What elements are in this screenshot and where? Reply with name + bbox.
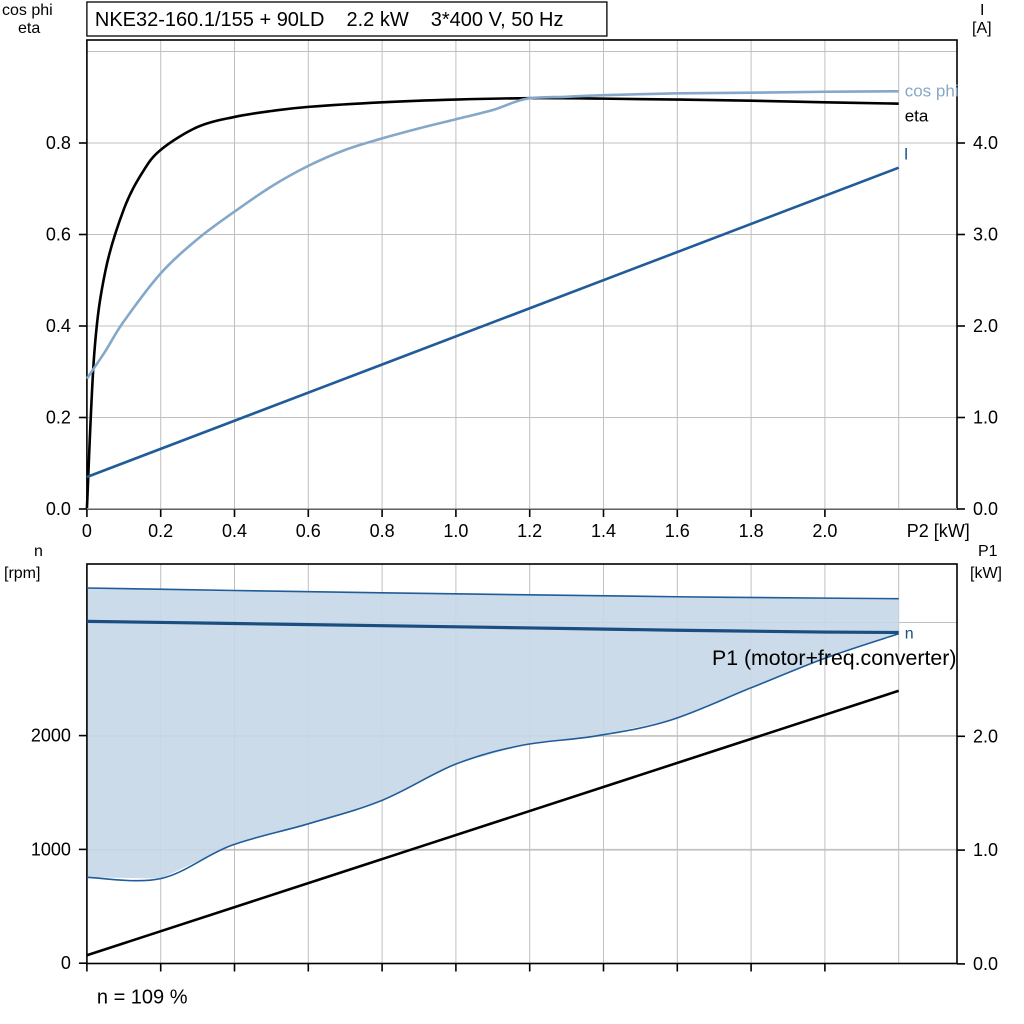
svg-text:n: n [34,543,43,560]
svg-text:0.6: 0.6 [46,225,71,245]
svg-text:0.8: 0.8 [46,133,71,153]
svg-text:[kW]: [kW] [970,565,1002,582]
svg-text:0.4: 0.4 [222,521,247,541]
svg-text:n: n [905,626,914,643]
svg-text:1.0: 1.0 [973,408,998,428]
svg-text:0.4: 0.4 [46,316,71,336]
svg-text:1000: 1000 [31,839,71,859]
svg-text:P2 [kW]: P2 [kW] [907,521,970,541]
svg-text:4.0: 4.0 [973,133,998,153]
svg-text:n = 109 %: n = 109 % [97,987,188,1009]
svg-text:[A]: [A] [972,20,992,37]
svg-text:1.0: 1.0 [443,521,468,541]
svg-text:[rpm]: [rpm] [4,565,40,582]
svg-text:1.6: 1.6 [665,521,690,541]
svg-text:0.2: 0.2 [46,408,71,428]
svg-text:0.6: 0.6 [296,521,321,541]
svg-text:2.0: 2.0 [812,521,837,541]
svg-text:I: I [904,145,909,164]
svg-text:eta: eta [905,107,929,126]
svg-text:3.0: 3.0 [973,225,998,245]
svg-text:0.0: 0.0 [973,499,998,519]
svg-text:0.0: 0.0 [46,499,71,519]
svg-text:0.2: 0.2 [148,521,173,541]
svg-text:cos phi: cos phi [2,2,53,19]
svg-text:P1: P1 [978,543,998,560]
svg-text:I: I [980,2,984,19]
svg-text:2.0: 2.0 [973,726,998,746]
svg-text:1.4: 1.4 [591,521,616,541]
svg-text:P1 (motor+freq.converter): P1 (motor+freq.converter) [712,646,956,670]
svg-text:0.0: 0.0 [973,954,998,974]
svg-text:1.0: 1.0 [973,840,998,860]
svg-text:2.0: 2.0 [973,316,998,336]
svg-text:2000: 2000 [31,726,71,746]
svg-text:cos phi: cos phi [905,81,959,100]
svg-text:1.2: 1.2 [517,521,542,541]
svg-text:0: 0 [82,521,92,541]
svg-text:0: 0 [61,953,71,973]
svg-text:0.8: 0.8 [370,521,395,541]
svg-text:eta: eta [18,20,40,37]
svg-text:1.8: 1.8 [739,521,764,541]
